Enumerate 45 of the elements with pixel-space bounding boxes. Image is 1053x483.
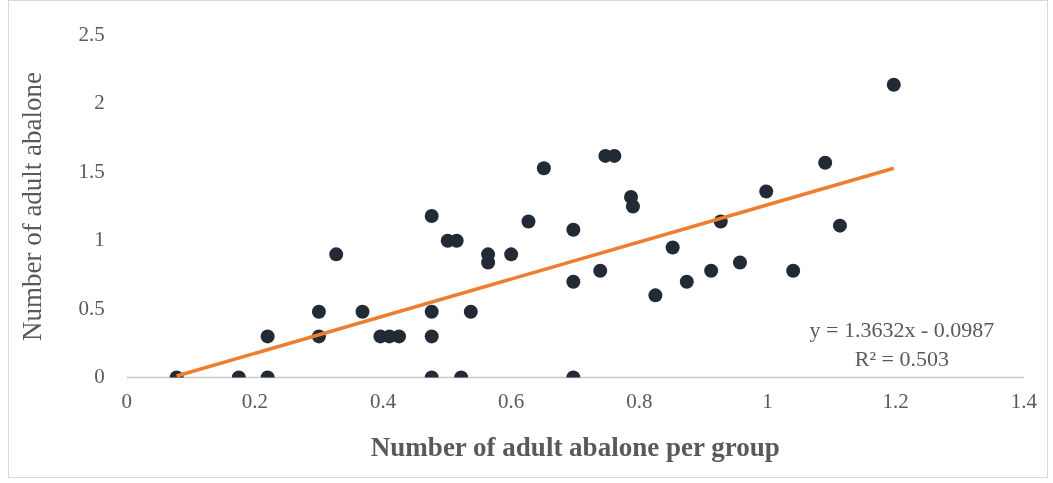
y-tick-label: 1.5 — [78, 158, 105, 183]
point — [679, 274, 694, 289]
point — [593, 263, 608, 278]
point — [665, 240, 680, 255]
point — [759, 184, 774, 199]
point — [832, 218, 847, 233]
point — [566, 274, 581, 289]
y-tick-label: 0 — [94, 363, 105, 388]
point — [424, 209, 439, 224]
point — [260, 329, 275, 344]
point — [786, 263, 801, 278]
point — [392, 329, 407, 344]
annotation: y = 1.3632x - 0.0987 — [809, 317, 995, 343]
point — [704, 263, 719, 278]
y-tick-label: 2.5 — [78, 22, 105, 47]
x-axis-title: Number of adult abalone per group — [370, 431, 780, 462]
y-axis-title: Number of adult abalone — [17, 71, 48, 342]
x-tick-label: 0 — [121, 388, 132, 413]
point — [732, 255, 747, 270]
x-tick-label: 0.2 — [241, 388, 268, 413]
point — [424, 304, 439, 319]
x-tick-label: 1 — [762, 388, 773, 413]
point — [607, 148, 622, 163]
x-tick-label: 1.2 — [882, 388, 909, 413]
x-tick-label: 0.8 — [626, 388, 653, 413]
point — [818, 155, 833, 170]
point — [648, 288, 663, 303]
y-tick-label: 0.5 — [78, 295, 105, 320]
point — [504, 247, 519, 262]
point — [536, 161, 551, 176]
x-tick-label: 0.6 — [498, 388, 525, 413]
point — [463, 304, 478, 319]
point — [355, 304, 370, 319]
annotation: R² = 0.503 — [854, 346, 949, 372]
y-tick-label: 1 — [94, 227, 105, 252]
point — [625, 199, 640, 214]
point — [886, 77, 901, 92]
x-tick-label: 1.4 — [1010, 388, 1038, 413]
point — [521, 214, 536, 229]
point — [424, 329, 439, 344]
point — [566, 222, 581, 237]
point — [329, 247, 344, 262]
x-tick-label: 0.4 — [369, 388, 397, 413]
y-tick-label: 2 — [94, 90, 105, 115]
point — [311, 304, 326, 319]
